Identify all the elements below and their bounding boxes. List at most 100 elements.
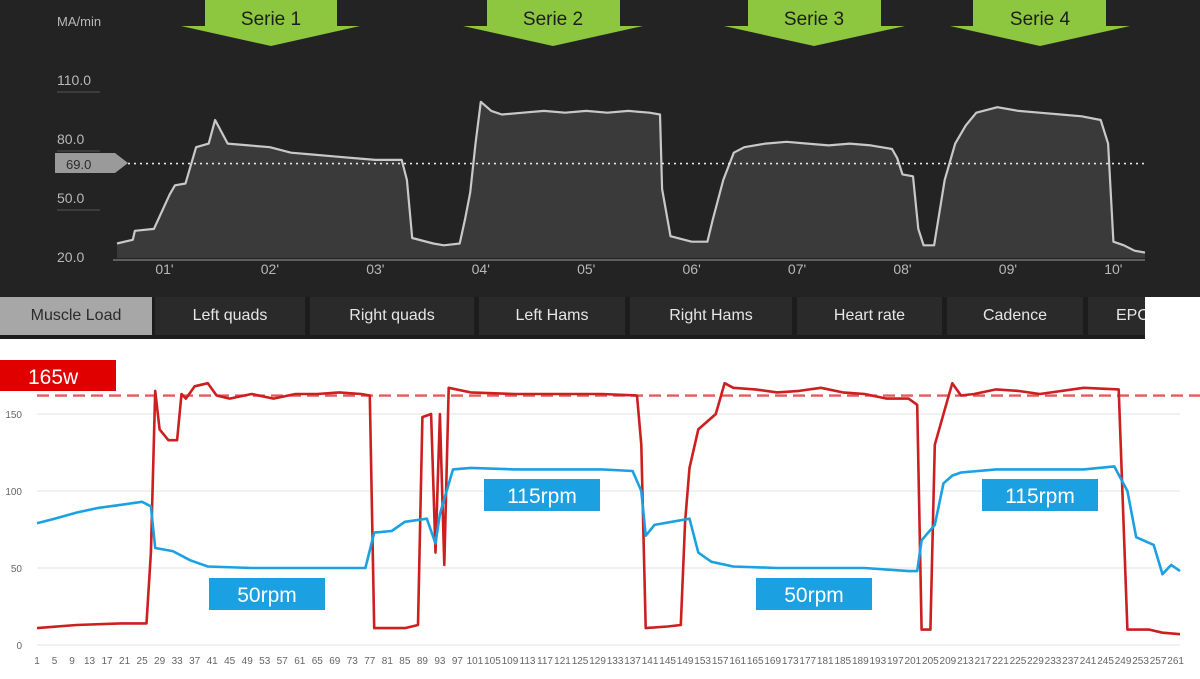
x-tick-label: 81 (382, 656, 394, 667)
x-tick-label: 77 (364, 656, 376, 667)
power-reference-label: 165w (28, 366, 79, 389)
x-tick-label: 109 (502, 656, 519, 667)
x-tick-label: 193 (869, 656, 886, 667)
tab-muscle-load[interactable]: Muscle Load (0, 297, 152, 335)
muscle-load-chart: MA/min 110.0 80.0 50.0 20.0 69.0 01' 02' 0… (55, 0, 1146, 277)
rpm-badge-1: 115rpm (484, 479, 600, 511)
rpm-badge-4: 115rpm (982, 479, 1098, 511)
x-tick-label: 97 (452, 656, 464, 667)
x-tick-label: 245 (1097, 656, 1114, 667)
y-tick-label: 110.0 (57, 72, 91, 88)
serie-label: Serie 4 (1010, 9, 1071, 30)
x-tick-label: 233 (1045, 656, 1062, 667)
tab-left-quads[interactable]: Left quads (155, 297, 305, 335)
x-tick-label: 161 (729, 656, 746, 667)
x-tick-label: 201 (905, 656, 922, 667)
x-tick-label: 89 (417, 656, 429, 667)
x-tick-label: 237 (1062, 656, 1079, 667)
x-tick-label: 41 (207, 656, 219, 667)
x-tick-label: 145 (659, 656, 676, 667)
rpm-label: 115rpm (507, 485, 577, 508)
serie-arrow-2: Serie 2 (463, 0, 643, 46)
x-tick-label: 1 (34, 656, 40, 667)
x-tick-label: 105 (484, 656, 501, 667)
rpm-label: 50rpm (784, 584, 844, 607)
rpm-label: 115rpm (1005, 485, 1075, 508)
x-tick-label: 229 (1027, 656, 1044, 667)
rpm-label: 50rpm (237, 584, 297, 607)
x-tick-label: 185 (834, 656, 851, 667)
tab-cadence[interactable]: Cadence (947, 297, 1083, 335)
power-cadence-chart: 0 50 100 150 1 5 9 13 17 21 25 29 33 37 41 45 49 53 57 61 6… (0, 360, 1200, 667)
x-tick-label: 221 (992, 656, 1009, 667)
x-tick-label: 173 (782, 656, 799, 667)
tab-right-hams[interactable]: Right Hams (630, 297, 792, 335)
x-tick-label: 25 (137, 656, 149, 667)
rpm-badge-2: 50rpm (209, 578, 325, 610)
x-tick-label: 33 (172, 656, 184, 667)
x-tick-label: 101 (467, 656, 484, 667)
x-tick-label: 09' (999, 261, 1017, 277)
x-tick-label: 261 (1167, 656, 1184, 667)
y-tick-label: 50 (11, 564, 23, 575)
x-tick-label: 61 (294, 656, 306, 667)
serie-label: Serie 2 (523, 9, 583, 30)
x-tick-label: 5 (52, 656, 58, 667)
x-tick-label: 06' (683, 261, 701, 277)
x-tick-label: 08' (893, 261, 911, 277)
serie-label: Serie 3 (784, 9, 844, 30)
x-tick-label: 65 (312, 656, 324, 667)
x-tick-label: 57 (277, 656, 289, 667)
y-tick-label: 50.0 (57, 190, 84, 206)
x-tick-label: 165 (747, 656, 764, 667)
y-tick-label: 150 (5, 410, 22, 421)
tabs-overflow-edge (1145, 297, 1200, 339)
x-tick-label: 253 (1132, 656, 1149, 667)
x-tick-label: 149 (677, 656, 694, 667)
x-tick-label: 217 (975, 656, 992, 667)
tab-right-quads[interactable]: Right quads (310, 297, 474, 335)
unit-label: MA/min (57, 14, 101, 29)
power-line (36, 381, 1181, 636)
x-tick-label: 225 (1010, 656, 1027, 667)
power-cadence-panel: 0 50 100 150 1 5 9 13 17 21 25 29 33 37 41 45 49 53 57 61 6… (0, 339, 1200, 675)
x-tick-label: 141 (642, 656, 659, 667)
x-tick-label: 93 (434, 656, 446, 667)
x-tick-label: 01' (155, 261, 173, 277)
y-tick-label: 80.0 (57, 131, 84, 147)
x-tick-label: 197 (887, 656, 904, 667)
x-tick-label: 13 (84, 656, 96, 667)
muscle-load-area (117, 101, 1145, 258)
x-tick-label: 181 (817, 656, 834, 667)
x-tick-label: 69 (329, 656, 341, 667)
threshold-label: 69.0 (66, 157, 91, 172)
x-tick-label: 53 (259, 656, 271, 667)
x-tick-label: 177 (799, 656, 816, 667)
x-tick-label: 153 (694, 656, 711, 667)
x-tick-label: 121 (554, 656, 571, 667)
x-tick-label: 205 (922, 656, 939, 667)
x-tick-label: 129 (589, 656, 606, 667)
muscle-load-panel: MA/min 110.0 80.0 50.0 20.0 69.0 01' 02' 0… (0, 0, 1200, 297)
serie-label: Serie 1 (241, 9, 301, 30)
x-tick-label: 125 (572, 656, 589, 667)
x-tick-label: 241 (1080, 656, 1097, 667)
x-tick-label: 05' (577, 261, 595, 277)
tab-heart-rate[interactable]: Heart rate (797, 297, 942, 335)
x-tick-label: 117 (537, 656, 553, 667)
x-tick-label: 17 (102, 656, 114, 667)
x-tick-label: 209 (940, 656, 957, 667)
serie-arrow-3: Serie 3 (724, 0, 905, 46)
x-tick-label: 04' (472, 261, 490, 277)
x-tick-label: 45 (224, 656, 236, 667)
y-tick-label: 100 (5, 487, 22, 498)
x-tick-label: 03' (366, 261, 384, 277)
tab-left-hams[interactable]: Left Hams (479, 297, 625, 335)
x-tick-label: 257 (1150, 656, 1167, 667)
cadence-line (36, 465, 1181, 576)
x-tick-label: 10' (1104, 261, 1122, 277)
x-tick-label: 73 (347, 656, 359, 667)
x-tick-label: 137 (624, 656, 641, 667)
y-tick-label: 20.0 (57, 249, 84, 265)
muscle-load-line (116, 100, 1146, 254)
